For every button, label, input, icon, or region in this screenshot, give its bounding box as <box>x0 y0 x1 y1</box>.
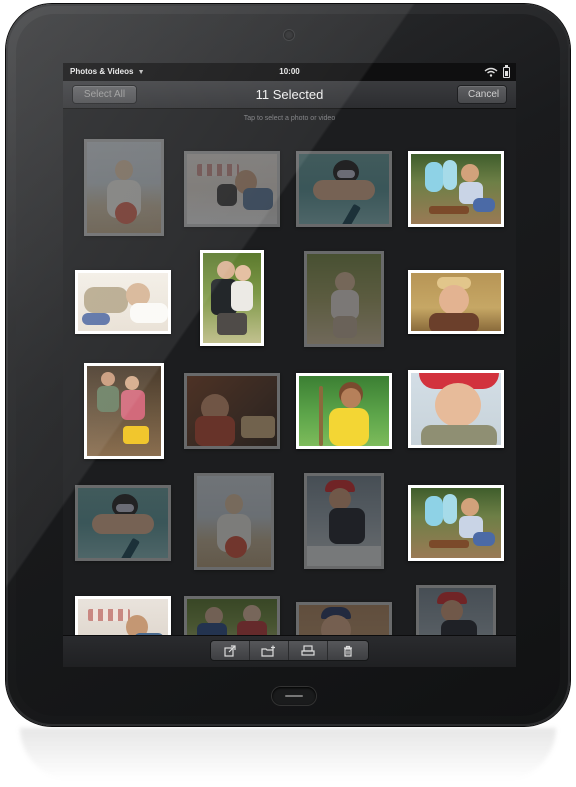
selection-count-title: 11 Selected <box>255 87 324 102</box>
print-button[interactable] <box>289 641 328 660</box>
photo-thumbnail[interactable] <box>84 363 164 459</box>
photo-thumbnail[interactable] <box>408 151 504 227</box>
photo-thumbnail[interactable] <box>75 270 171 334</box>
battery-icon <box>503 65 510 78</box>
screen: Photos & Videos ▼ 10:00 Select All 11 Se… <box>63 63 516 667</box>
share-button[interactable] <box>211 641 250 660</box>
select-all-button[interactable]: Select All <box>73 86 136 103</box>
photo-thumbnail[interactable] <box>408 485 504 561</box>
photo-thumbnail[interactable] <box>408 370 504 448</box>
photo-thumbnail[interactable] <box>304 251 384 347</box>
delete-button[interactable] <box>328 641 368 660</box>
hint-text: Tap to select a photo or video <box>243 115 336 122</box>
add-to-album-icon <box>261 645 275 657</box>
app-name: Photos & Videos <box>70 67 134 76</box>
status-bar: Photos & Videos ▼ 10:00 <box>63 63 516 81</box>
photo-thumbnail[interactable] <box>194 473 274 570</box>
home-button[interactable] <box>272 687 316 705</box>
photo-thumbnail[interactable] <box>75 485 171 561</box>
action-button-group <box>211 641 368 660</box>
cancel-button[interactable]: Cancel <box>458 86 506 103</box>
photo-thumbnail[interactable] <box>200 250 264 346</box>
photo-thumbnail[interactable] <box>304 473 384 569</box>
photo-thumbnail[interactable] <box>408 270 504 334</box>
chevron-down-icon: ▼ <box>137 69 145 76</box>
table-reflection <box>20 728 556 780</box>
action-toolbar <box>63 635 516 667</box>
clock: 10:00 <box>279 67 300 76</box>
trash-icon <box>344 645 352 657</box>
share-icon <box>224 645 236 657</box>
photo-thumbnail[interactable] <box>184 373 280 449</box>
selection-header: Select All 11 Selected Cancel <box>63 81 516 109</box>
front-camera <box>284 30 294 40</box>
app-menu[interactable]: Photos & Videos ▼ <box>70 67 145 76</box>
photo-thumbnail[interactable] <box>296 151 392 227</box>
photo-thumbnail[interactable] <box>84 139 164 236</box>
photo-thumbnail[interactable] <box>296 373 392 449</box>
add-to-album-button[interactable] <box>250 641 289 660</box>
print-icon <box>301 645 315 656</box>
wifi-icon <box>484 67 498 77</box>
photo-thumbnail[interactable] <box>184 151 280 227</box>
